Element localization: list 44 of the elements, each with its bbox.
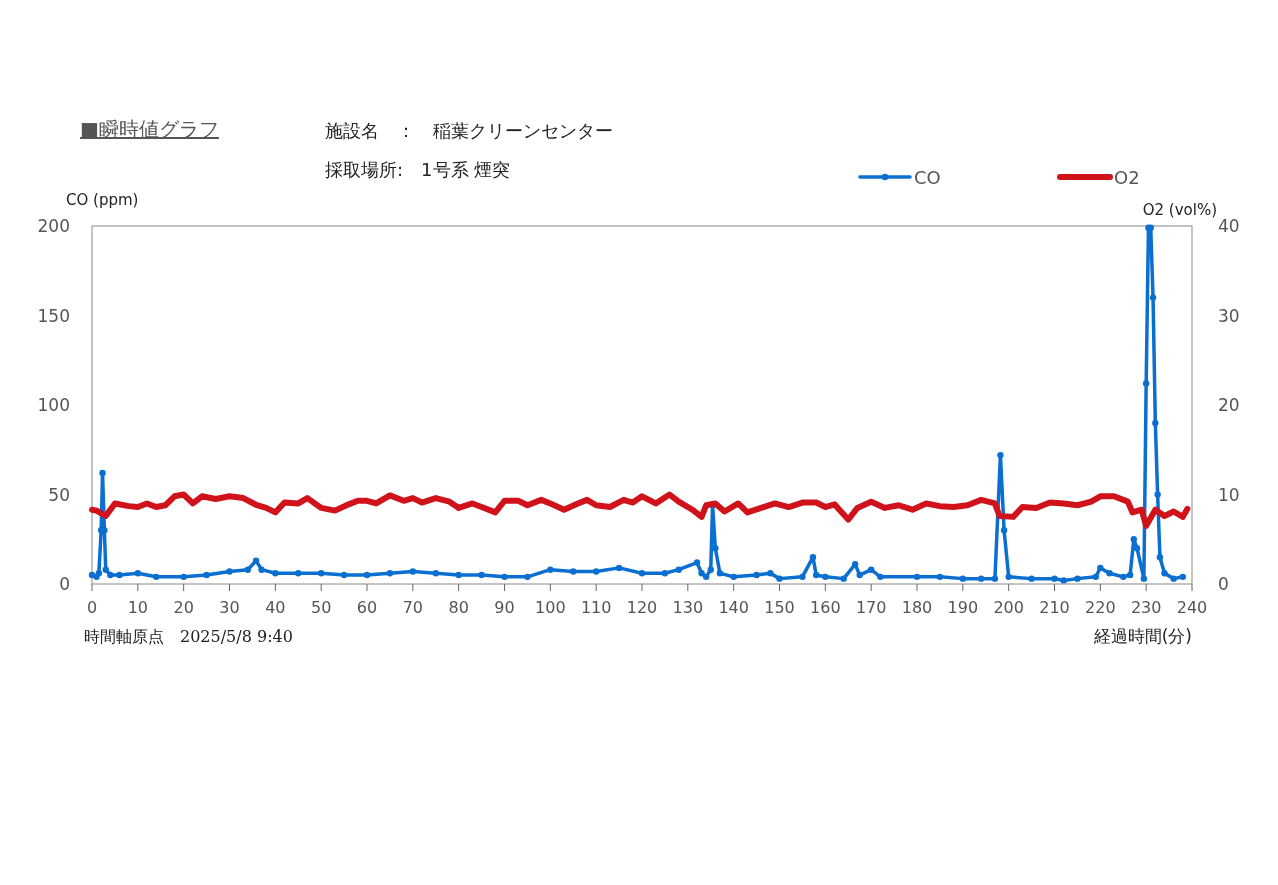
x-tick-label: 150 — [764, 598, 795, 617]
x-tick-label: 100 — [535, 598, 566, 617]
x-tick-label: 80 — [448, 598, 469, 617]
y-tick-label: 50 — [48, 484, 70, 505]
x-tick-label: 10 — [127, 598, 149, 617]
text: 時間軸原点 2025/5/8 9:40 — [84, 627, 293, 646]
legend-label: O2 — [1114, 167, 1140, 188]
x-tick-label: 200 — [993, 598, 1024, 617]
x-tick-label: 70 — [402, 598, 424, 617]
chart-title: ■瞬時値グラフ — [80, 117, 219, 141]
x-tick-label: 20 — [173, 598, 194, 617]
x-tick-label: 0 — [86, 598, 98, 617]
x-tick-label: 240 — [1176, 598, 1208, 617]
y-tick-label: 200 — [37, 216, 70, 236]
x-tick-label: 130 — [672, 598, 704, 617]
x-tick-label: 220 — [1085, 598, 1116, 617]
x-tick-label: 110 — [580, 598, 612, 617]
x-tick-label: 230 — [1130, 598, 1162, 617]
x-tick-label: 140 — [718, 598, 749, 617]
y2-tick-label: 30 — [1218, 305, 1240, 326]
y-tick-label: 150 — [37, 305, 70, 326]
x-tick-label: 160 — [810, 598, 841, 617]
y2-tick-label: 20 — [1218, 395, 1240, 415]
y-axis-title: CO (ppm) — [66, 191, 139, 209]
y2-axis-title: O2 (vol%) — [1142, 201, 1217, 219]
y-tick-label: 100 — [37, 395, 70, 415]
y2-tick-label: 10 — [1218, 484, 1240, 505]
x-tick-label: 40 — [265, 598, 286, 617]
x-tick-label: 90 — [494, 598, 515, 617]
legend-label: CO — [914, 167, 941, 188]
x-tick-label: 60 — [356, 598, 378, 617]
x-axis-title: 経過時間(分) — [1092, 626, 1192, 646]
x-tick-label: 190 — [947, 598, 979, 617]
x-tick-label: 170 — [855, 598, 887, 617]
y2-tick-label: 40 — [1218, 216, 1240, 236]
x-tick-label: 180 — [901, 598, 933, 617]
x-tick-label: 30 — [219, 598, 240, 617]
y-tick-label: 0 — [59, 574, 70, 594]
text: 採取場所: 1号系 煙突 — [325, 159, 511, 180]
x-tick-label: 210 — [1039, 598, 1070, 617]
chart-subtitle: 施設名 ： 稲葉クリーンセンター — [325, 120, 613, 141]
x-tick-label: 50 — [310, 598, 332, 617]
y2-tick-label: 0 — [1218, 574, 1229, 594]
x-tick-label: 120 — [626, 598, 658, 617]
